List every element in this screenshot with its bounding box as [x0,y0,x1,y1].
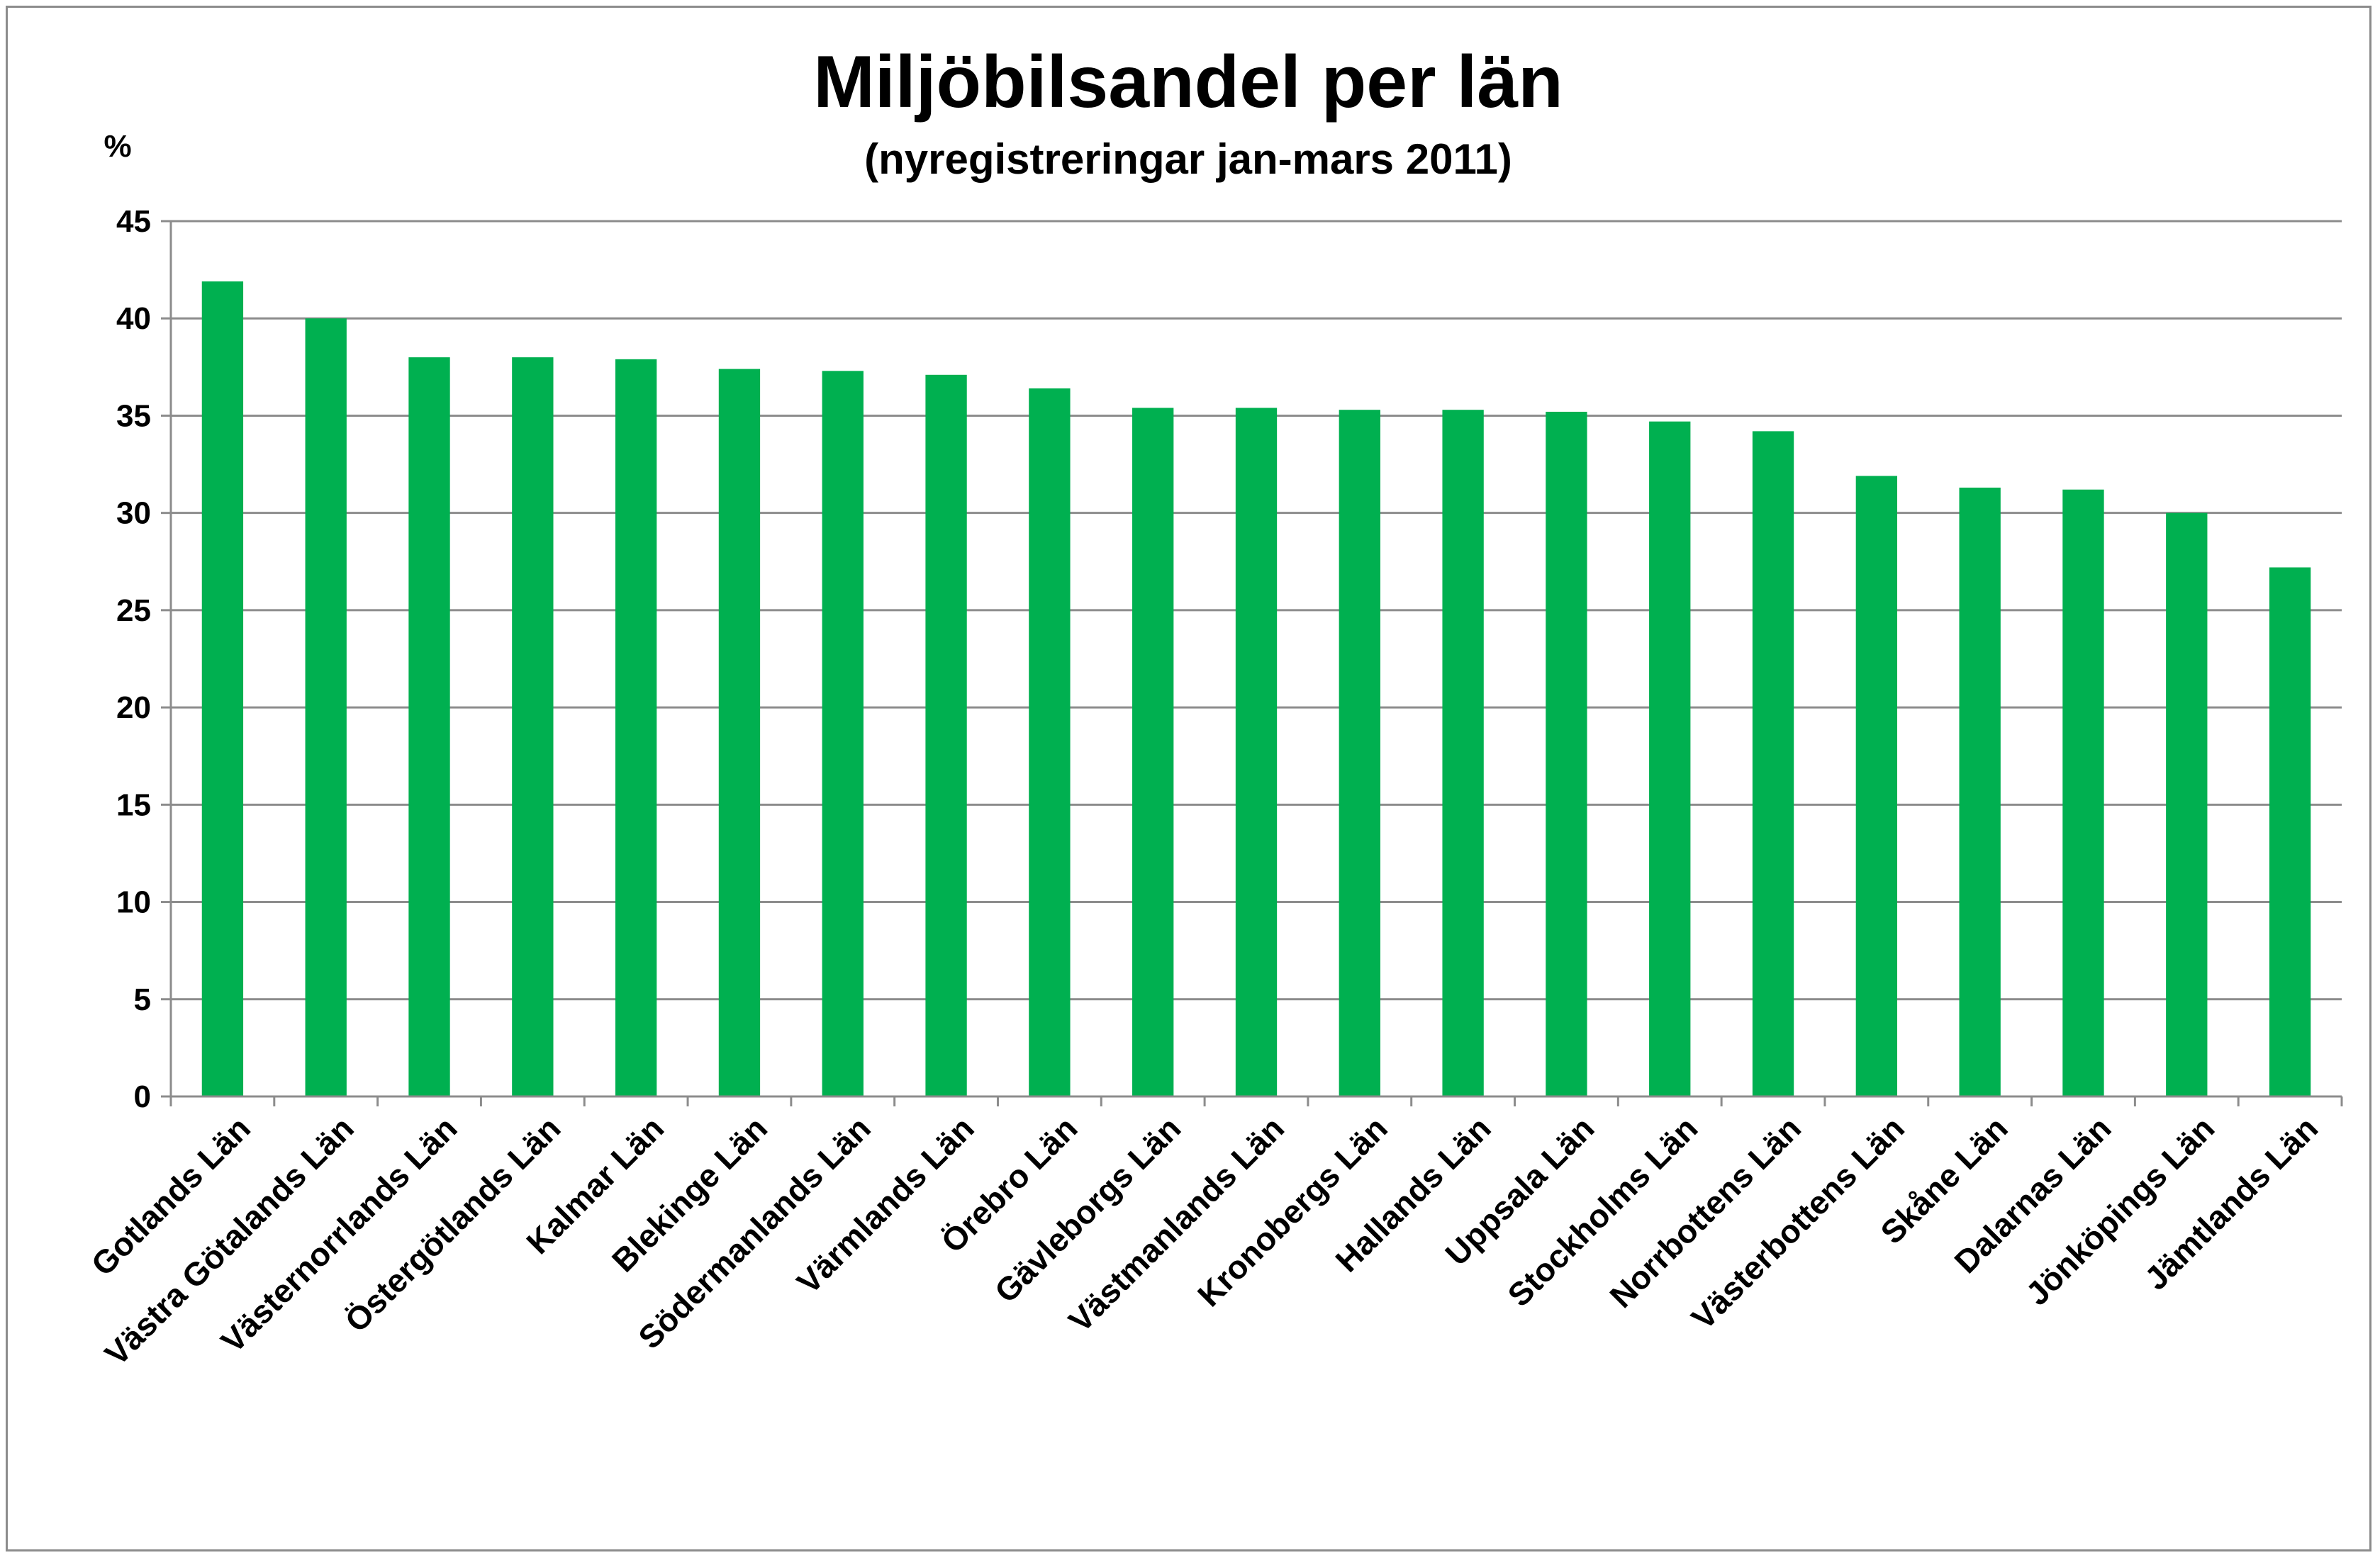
bars [201,281,2311,1097]
bar [1132,408,1174,1096]
bar [1855,476,1898,1096]
bar [1339,410,1380,1096]
bar [1649,421,1691,1096]
bar [718,369,761,1096]
x-category-label: Norrbottens Län [1602,1109,1808,1315]
bar [822,371,864,1096]
bar [1752,431,1794,1096]
y-tick-label: 40 [116,301,151,336]
y-tick-label: 45 [116,204,151,239]
bar [1442,410,1484,1096]
y-tick-label: 15 [116,787,151,822]
x-category-label: Jönköpings Län [2018,1109,2221,1312]
bar [1029,388,1071,1096]
y-tick-label: 25 [116,593,151,628]
bar [512,357,554,1097]
bar [925,374,967,1096]
y-tick-label: 20 [116,690,151,725]
bar [1959,487,2001,1096]
y-axis-label: % [104,129,131,164]
x-category-label: Värmlands Län [790,1109,981,1301]
y-tick-label: 0 [134,1079,151,1114]
bar [1235,408,1278,1096]
bar [201,281,244,1097]
y-tick-label: 35 [116,398,151,433]
chart-frame: Miljöbilsandel per län (nyregistreringar… [6,6,2371,1551]
y-tick-label: 30 [116,496,151,531]
y-tick-labels: 0 5 10 15 20 25 30 35 40 45 [116,204,151,1114]
x-category-label: Stockholms Län [1500,1109,1704,1313]
x-category-label: Jämtlands Län [2138,1109,2325,1297]
x-category-label: Kronobergs Län [1190,1109,1395,1313]
bar [408,357,450,1097]
chart-subtitle: (nyregistreringar jan-mars 2011) [864,135,1512,183]
bar [2269,567,2311,1096]
bar [2062,489,2104,1096]
bar-chart: Miljöbilsandel per län (nyregistreringar… [84,41,2343,1372]
bar [615,359,657,1096]
axes [161,220,2343,1106]
y-tick-label: 10 [116,885,151,920]
bar [305,318,347,1097]
y-tick-label: 5 [134,982,151,1017]
bar [2166,512,2208,1096]
x-category-label: Gävleborgs Län [988,1109,1188,1310]
bar [1546,411,1587,1096]
chart-title: Miljöbilsandel per län [813,41,1563,123]
